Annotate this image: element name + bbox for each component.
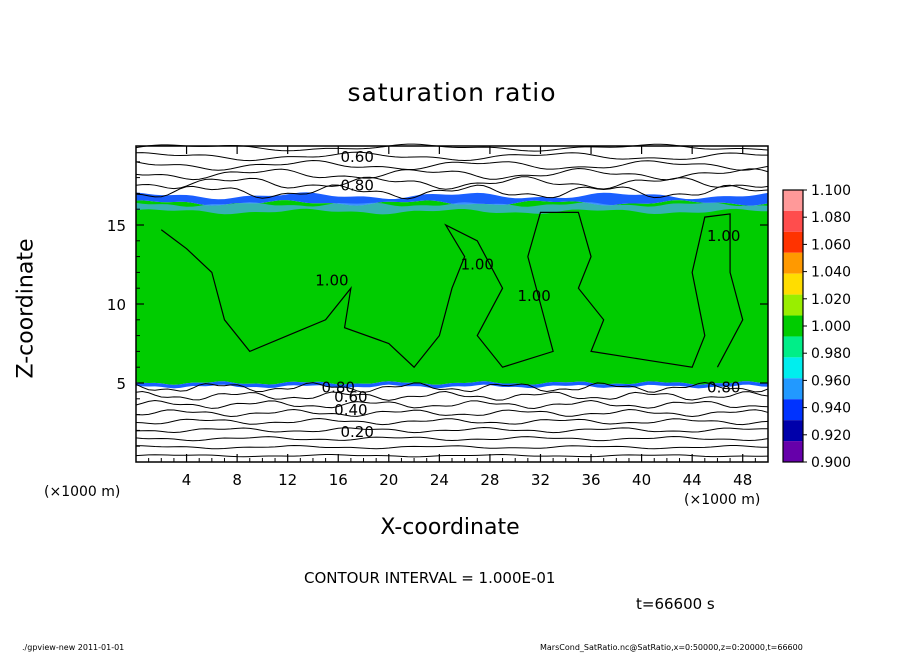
contour-labels: 0.600.801.001.001.001.000.800.800.600.40… [315, 148, 740, 441]
contour-line-above [135, 143, 769, 152]
colorbar-label: 0.940 [811, 401, 851, 417]
colorbar-swatch [783, 420, 803, 442]
colorbar-swatch [783, 378, 803, 400]
contour-label: 1.00 [315, 271, 348, 289]
contour-line-below [135, 399, 769, 409]
x-tick-label: 40 [632, 471, 651, 489]
contour-label: 1.00 [707, 227, 740, 245]
contour-label: 1.00 [461, 256, 494, 274]
contour-label: 0.80 [322, 379, 355, 397]
colorbar-label: 0.980 [811, 346, 851, 362]
contour-label: 0.40 [334, 401, 367, 419]
colorbar-swatch [783, 190, 803, 211]
y-tick-label: 10 [107, 296, 126, 314]
y-tick-label: 15 [107, 217, 126, 235]
x-tick-label: 48 [733, 471, 752, 489]
x-tick-label: 8 [232, 471, 242, 489]
contour-line-above [135, 159, 769, 171]
colorbar-swatch [783, 210, 803, 232]
colorbar: 1.100 1.080 1.060 1.040 1.020 1.000 0.980 0.960… [782, 183, 851, 471]
colorbar-swatch [783, 231, 803, 253]
y-axis-label: Z-coordinate [13, 238, 39, 379]
footer-left: ./gpview-new 2011-01-01 [22, 643, 125, 652]
cloud-top-band [136, 192, 768, 206]
time-label: t=66600 s [636, 595, 715, 613]
footer-right: MarsCond_SatRatio.nc@SatRatio,x=0:50000,… [540, 643, 803, 652]
contour-line-below [135, 436, 769, 442]
colorbar-swatch [783, 357, 803, 379]
x-tick-label: 20 [379, 471, 398, 489]
contour-label: 0.60 [334, 388, 367, 406]
contour-label: 0.80 [340, 177, 373, 195]
x-tick-label: 4 [182, 471, 192, 489]
colorbar-label: 0.920 [811, 428, 851, 444]
contour-line-below [135, 391, 769, 401]
colorbar-label: 1.060 [811, 237, 851, 253]
contour-label: 1.00 [517, 287, 550, 305]
x-tick-label: 12 [278, 471, 297, 489]
colorbar-label: 0.900 [811, 455, 851, 471]
colorbar-label: 1.100 [811, 183, 851, 199]
colorbar-swatch [783, 336, 803, 358]
x-axis-unit: (×1000 m) [684, 492, 761, 508]
colorbar-swatch [783, 315, 803, 337]
colorbar-label: 1.000 [811, 319, 851, 335]
colorbar-swatch [783, 294, 803, 316]
colorbar-swatch [783, 441, 803, 462]
x-tick-label: 24 [430, 471, 449, 489]
contour-line-above [135, 151, 768, 162]
y-tick-label: 5 [116, 375, 126, 393]
contour-interval-text: CONTOUR INTERVAL = 1.000E-01 [304, 569, 556, 587]
contour-line-below [135, 418, 769, 426]
colorbar-label: 1.080 [811, 210, 851, 226]
contour-line-below [135, 408, 769, 418]
contour-line-below [135, 454, 769, 458]
colorbar-label: 1.020 [811, 292, 851, 308]
x-tick-label: 32 [531, 471, 550, 489]
contour-line-below [135, 445, 769, 450]
x-tick-label: 36 [581, 471, 600, 489]
colorbar-swatch [783, 273, 803, 295]
heatmap-fills [136, 192, 768, 389]
colorbar-label: 0.960 [811, 373, 851, 389]
colorbar-label: 1.040 [811, 265, 851, 281]
contour-line-above [135, 176, 769, 190]
x-tick-label: 44 [683, 471, 702, 489]
x-axis-label: X-coordinate [380, 515, 520, 540]
contour-label: 0.80 [707, 379, 740, 397]
contour-lines [135, 143, 769, 458]
colorbar-swatch [783, 399, 803, 421]
colorbar-swatch [783, 252, 803, 274]
chart-title: saturation ratio [347, 78, 557, 107]
contour-label: 0.20 [340, 423, 373, 441]
cloud-top-light [136, 202, 768, 215]
contour-line-above [135, 184, 769, 200]
contour-line-below [135, 426, 769, 434]
y-axis-unit: (×1000 m) [44, 484, 121, 500]
contour-label: 0.60 [340, 148, 373, 166]
cloud-layer-fill [136, 200, 768, 385]
contour-line-below [135, 381, 769, 393]
contour-line-above [135, 168, 769, 181]
contour-1-00 [160, 211, 744, 369]
x-tick-label: 16 [329, 471, 348, 489]
x-tick-label: 28 [480, 471, 499, 489]
cloud-base-band [136, 381, 768, 389]
